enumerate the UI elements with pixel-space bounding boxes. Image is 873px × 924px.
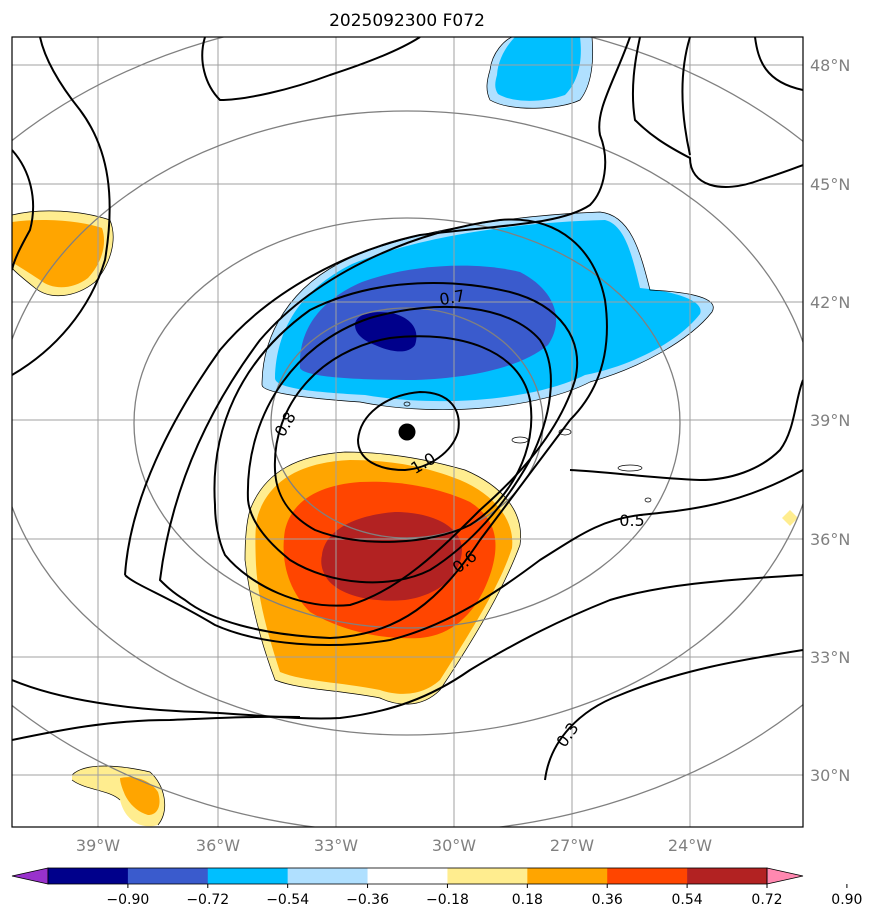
colorbar-segment <box>607 868 688 884</box>
outline-small-5 <box>403 401 411 407</box>
colorbar-segment <box>687 868 768 884</box>
map-frame <box>11 36 804 828</box>
colorbar-extend-low <box>11 867 49 885</box>
contour-north-2 <box>631 37 803 188</box>
range-ring-1 <box>270 307 544 539</box>
lon-tick-39w: 39°W <box>76 836 120 855</box>
contour-west-3 <box>12 715 301 741</box>
contour-0-4 <box>12 574 803 720</box>
colorbar-tick-labels: −0.90 −0.72 −0.54 −0.36 −0.18 0.18 0.36 0.54 0.7… <box>106 884 862 908</box>
contour-north-4 <box>754 37 803 91</box>
lon-tick-36w: 36°W <box>196 836 240 855</box>
colorbar-segments <box>11 867 804 885</box>
outline-small-2 <box>511 436 529 444</box>
contour-east-1 <box>569 379 803 482</box>
colorbar-tick-label: 0.54 <box>672 892 703 908</box>
contour-west-2 <box>12 149 35 271</box>
range-ring-2 <box>133 217 681 629</box>
colorbar-segment <box>127 868 209 884</box>
range-rings <box>12 37 803 827</box>
lon-tick-33w: 33°W <box>314 836 358 855</box>
lon-tick-27w: 27°W <box>550 836 594 855</box>
lat-tick-42n: 42°N <box>810 293 850 312</box>
colorbar-segment <box>447 868 528 884</box>
contour-0-8 <box>246 305 552 584</box>
outline-southwest <box>71 765 165 826</box>
colorbar-tick-label: 0.36 <box>592 892 623 908</box>
lon-tick-labels: 39°W 36°W 33°W 30°W 27°W 24°W <box>76 836 712 855</box>
contour-label-0-5: 0.5 <box>619 511 644 530</box>
anomaly-fill <box>12 37 798 827</box>
contour-north-1 <box>201 37 421 102</box>
colorbar-extend-high <box>766 867 804 885</box>
positive-anomaly-west <box>12 220 105 288</box>
colorbar-tick-label: 0.72 <box>751 892 782 908</box>
lon-tick-24w: 24°W <box>668 836 712 855</box>
contour-0-5 <box>124 37 631 576</box>
positive-anomaly-east <box>782 510 798 526</box>
colorbar-segment <box>287 868 368 884</box>
positive-anomaly-southwest <box>120 777 160 815</box>
colorbar-tick-label: −0.54 <box>266 892 309 908</box>
lat-tick-45n: 45°N <box>810 175 850 194</box>
outline-small-3 <box>558 428 572 436</box>
lon-tick-30w: 30°W <box>432 836 476 855</box>
lat-tick-36n: 36°N <box>810 530 850 549</box>
lat-tick-48n: 48°N <box>810 56 850 75</box>
contour-north-3 <box>681 37 691 156</box>
contour-0-5-south <box>124 469 803 646</box>
graticule <box>12 37 803 827</box>
outline-small-4 <box>644 497 652 503</box>
lat-tick-39n: 39°N <box>810 411 850 430</box>
contour-west-1 <box>12 37 111 376</box>
colorbar-segment <box>527 868 608 884</box>
colorbar: −0.90 −0.72 −0.54 −0.36 −0.18 0.18 0.36 0.54 0.7… <box>11 867 862 908</box>
colorbar-segment <box>207 868 288 884</box>
colorbar-segment <box>48 868 129 884</box>
lat-tick-33n: 33°N <box>810 648 850 667</box>
colorbar-tick-label: −0.90 <box>106 892 149 908</box>
storm-center-marker <box>398 423 416 441</box>
lat-tick-labels: 48°N 45°N 42°N 39°N 36°N 33°N 30°N <box>810 56 850 785</box>
range-ring-3 <box>12 110 803 736</box>
outline-small-1 <box>617 464 643 472</box>
contour-0-6 <box>158 218 608 640</box>
colorbar-tick-label: −0.18 <box>426 892 469 908</box>
height-contours <box>12 37 803 781</box>
contour-0-7 <box>213 282 579 607</box>
colorbar-tick-label: 0.90 <box>831 892 862 908</box>
contour-1-0 <box>273 335 533 543</box>
colorbar-segment <box>367 868 448 884</box>
contour-label-0-7: 0.7 <box>438 286 466 309</box>
colorbar-frame <box>47 867 768 885</box>
outline-south <box>244 451 521 705</box>
negative-anomaly-north <box>495 37 581 101</box>
positive-anomaly-extreme <box>321 512 462 601</box>
figure-title: 2025092300 F072 <box>329 11 485 31</box>
contour-inner <box>356 390 460 472</box>
lat-tick-30n: 30°N <box>810 766 850 785</box>
colorbar-tick-label: −0.72 <box>186 892 229 908</box>
colorbar-tick-label: −0.36 <box>346 892 389 908</box>
colorbar-tick-label: 0.18 <box>512 892 543 908</box>
outline-top <box>486 37 594 109</box>
map-panel: 0.7 0.8 1.0 0.5 0.6 0.3 <box>11 36 804 828</box>
contour-0-3 <box>544 649 803 781</box>
